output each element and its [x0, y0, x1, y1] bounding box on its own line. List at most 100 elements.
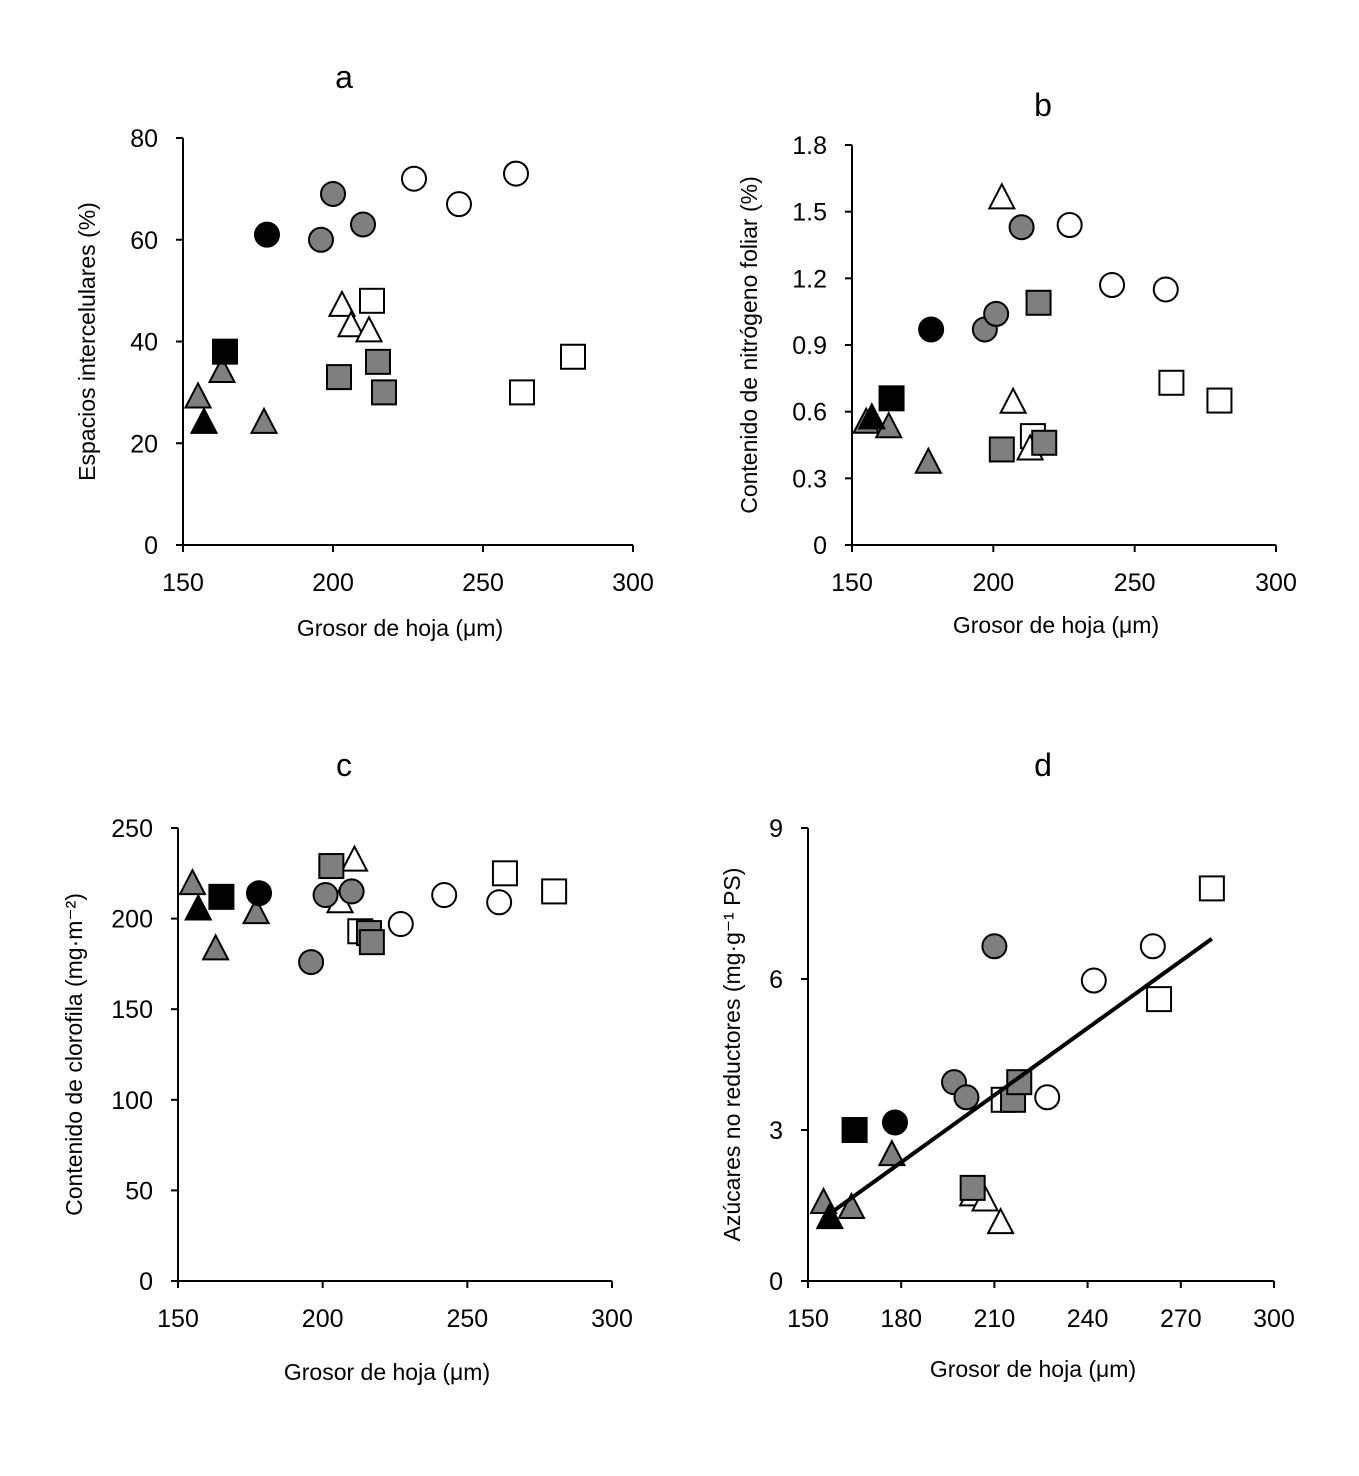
data-point-circle-white: [486, 889, 513, 916]
panel-title-d: d: [1034, 747, 1052, 783]
data-point-triangle-gray: [201, 933, 230, 961]
y-tick-label: 3: [769, 1117, 783, 1145]
x-tick-label: 300: [591, 1305, 633, 1333]
data-point-triangle-black: [184, 893, 213, 921]
x-tick-label: 300: [1253, 1305, 1295, 1333]
y-tick-label: 0: [144, 532, 158, 560]
data-point-circle-white: [387, 911, 414, 938]
data-point-square-white: [560, 343, 586, 370]
data-point-circle-gray: [298, 949, 325, 976]
x-tick-label: 150: [162, 569, 204, 597]
panel-title-b: b: [1034, 87, 1052, 123]
x-tick-label: 150: [831, 569, 873, 597]
data-point-square-black: [208, 883, 235, 910]
data-point-square-white: [1158, 369, 1185, 396]
y-tick-label: 200: [111, 906, 153, 934]
data-point-circle-gray: [981, 933, 1008, 960]
y-axis-label: Contenido de nitrógeno foliar (%): [736, 176, 762, 514]
y-tick-label: 1.8: [792, 132, 827, 160]
data-point-square-white: [491, 860, 518, 887]
data-point-circle-black: [881, 1109, 908, 1136]
y-tick-label: 0: [139, 1268, 153, 1296]
x-tick-label: 250: [1114, 569, 1156, 597]
data-point-triangle-gray: [178, 868, 207, 896]
data-point-triangle-white: [987, 182, 1016, 210]
panel-b: b 0 0.3 0.6 0.9 1.2 1.5 1.8 150 200 250 300 Grosor d…: [736, 87, 1297, 638]
x-tick-label: 250: [446, 1305, 488, 1333]
data-point-square-white: [359, 287, 385, 314]
data-point-circle-gray: [1008, 214, 1035, 241]
y-tick-label: 100: [111, 1087, 153, 1115]
y-tick-label: 0: [769, 1268, 783, 1296]
data-point-triangle-white: [998, 386, 1028, 414]
data-point-square-black: [212, 338, 238, 365]
y-tick-label: 40: [130, 329, 158, 357]
panel-c: c 0 50 100 150 200 250 150 200 250 300 Grosor de ho…: [61, 747, 633, 1385]
data-point-triangle-white: [986, 1206, 1015, 1235]
y-tick-label: 0.9: [792, 332, 827, 360]
data-point-triangle-black: [189, 406, 219, 434]
data-point-square-gray: [318, 853, 345, 880]
y-axis-label: Contenido de clorofila (mg·m⁻²): [61, 893, 87, 1216]
data-point-circle-gray: [350, 211, 376, 238]
data-point-square-black: [841, 1117, 868, 1143]
y-tick-label: 0.3: [792, 465, 827, 493]
data-point-circle-white: [1080, 967, 1107, 994]
data-point-triangle-white: [354, 315, 384, 343]
y-tick-label: 1.2: [792, 265, 827, 293]
data-point-circle-gray: [308, 226, 334, 253]
data-point-square-white: [1198, 875, 1225, 902]
data-point-circle-white: [1139, 933, 1166, 960]
data-point-square-gray: [358, 929, 385, 956]
data-point-circle-gray: [320, 180, 346, 207]
y-tick-label: 0: [813, 532, 827, 560]
x-tick-label: 200: [312, 569, 354, 597]
data-point-circle-white: [401, 165, 427, 192]
x-axis-label: Grosor de hoja (μm): [953, 612, 1159, 638]
data-point-circle-white: [1034, 1084, 1061, 1111]
panel-title-a: a: [335, 59, 353, 95]
data-point-circle-gray: [338, 878, 365, 905]
data-point-square-gray: [326, 364, 352, 391]
x-axis-label: Grosor de hoja (μm): [297, 615, 503, 641]
data-point-square-gray: [365, 348, 391, 375]
data-point-triangle-white: [336, 310, 366, 338]
data-point-circle-gray: [983, 300, 1010, 327]
y-axis-label: Azúcares no reductores (mg·g⁻¹ PS): [719, 868, 745, 1242]
data-point-triangle-black: [857, 402, 886, 430]
y-tick-label: 0.6: [792, 399, 827, 427]
x-tick-label: 150: [787, 1305, 829, 1333]
y-tick-label: 150: [111, 996, 153, 1024]
x-axis-label: Grosor de hoja (μm): [284, 1359, 490, 1385]
data-point-circle-white: [503, 160, 529, 187]
data-point-square-black: [878, 385, 905, 412]
x-tick-label: 210: [974, 1305, 1016, 1333]
x-tick-label: 300: [612, 569, 654, 597]
data-point-square-white: [541, 878, 568, 905]
data-point-square-gray: [959, 1174, 986, 1201]
y-tick-label: 50: [125, 1177, 153, 1205]
y-tick-label: 60: [130, 227, 158, 255]
x-tick-label: 180: [880, 1305, 922, 1333]
data-point-triangle-gray: [837, 1191, 866, 1220]
data-point-triangle-gray: [914, 446, 943, 474]
data-point-circle-black: [918, 316, 945, 343]
data-point-triangle-white: [340, 844, 369, 872]
data-point-triangle-gray: [183, 381, 213, 409]
data-point-square-white: [1146, 986, 1173, 1013]
y-axis-label: Espacios intercelulares (%): [74, 202, 100, 481]
data-point-circle-white: [446, 191, 472, 218]
trend-line: [822, 937, 1214, 1220]
data-point-circle-white: [1056, 212, 1083, 238]
data-point-square-gray: [988, 436, 1015, 463]
y-tick-label: 9: [769, 815, 783, 843]
x-tick-label: 250: [462, 569, 504, 597]
panel-a: a 0 20 40 60 80 150 200 250 300 Grosor de hoja (μm…: [74, 59, 654, 641]
y-tick-label: 80: [130, 125, 158, 153]
data-point-triangle-white: [327, 289, 357, 317]
data-point-circle-black: [246, 880, 273, 907]
panel-title-c: c: [336, 747, 352, 783]
data-point-circle-white: [431, 882, 458, 909]
x-tick-label: 300: [1255, 569, 1297, 597]
data-point-square-white: [1206, 387, 1233, 414]
